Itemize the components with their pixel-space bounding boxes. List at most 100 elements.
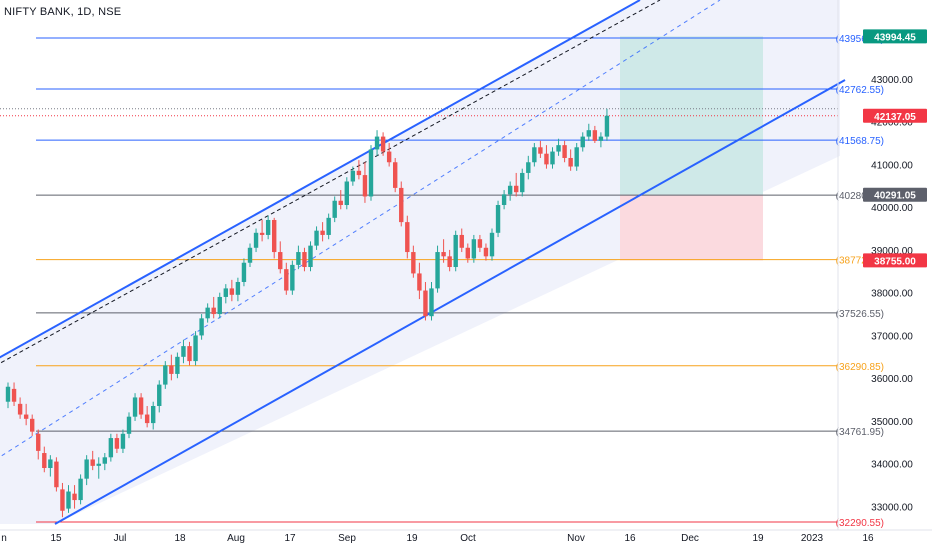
candle-body-57: [350, 170, 356, 182]
candle-body-81: [495, 205, 501, 233]
x-tick-3: 18: [174, 533, 186, 544]
candle-body-69: [423, 290, 428, 317]
candle-body-25: [157, 384, 162, 406]
candle-body-78: [477, 239, 483, 248]
candle-body-67: [411, 252, 416, 274]
candle-body-46: [284, 269, 289, 291]
candle-body-60: [368, 149, 374, 197]
level-label-6: (36290.85): [836, 362, 884, 373]
level-label-7: (34761.95): [836, 427, 884, 438]
x-tick-7: 19: [406, 533, 418, 544]
candle-body-91: [556, 145, 561, 152]
candle-body-75: [459, 234, 464, 248]
candle-body-72: [441, 252, 446, 257]
candle-body-96: [586, 130, 591, 137]
channel-mid-line: [0, 0, 721, 458]
x-tick-11: Dec: [681, 533, 699, 544]
candle-body-27: [169, 365, 174, 374]
candle-body-95: [580, 136, 585, 148]
candle-body-10: [66, 491, 71, 509]
candle-body-43: [265, 219, 271, 235]
candle-body-34: [211, 307, 216, 315]
candle-body-6: [42, 453, 47, 468]
candle-body-13: [84, 459, 89, 479]
candle-body-12: [78, 478, 83, 501]
candle-body-7: [48, 459, 53, 468]
candle-body-92: [562, 145, 567, 158]
candle-body-49: [302, 252, 307, 268]
candle-body-73: [447, 256, 452, 268]
candle-body-17: [108, 438, 114, 458]
candle-body-97: [592, 130, 598, 141]
candle-body-19: [120, 433, 126, 449]
candle-body-58: [356, 170, 362, 176]
y-tick-2: 41000.00: [871, 160, 913, 171]
channel-upper-line: [0, 0, 641, 359]
level-label-3: (40280.70): [836, 191, 884, 202]
candle-body-38: [235, 281, 241, 295]
y-tick-5: 38000.00: [871, 289, 913, 300]
candle-body-1: [11, 388, 17, 402]
candle-body-70: [429, 288, 434, 317]
price-badge-label-1: 42137.05: [874, 112, 916, 123]
x-tick-13: 2023: [801, 533, 824, 544]
candle-body-98: [598, 136, 604, 141]
candle-body-76: [465, 247, 470, 259]
y-tick-0: 43000.00: [871, 75, 913, 86]
candle-body-71: [435, 252, 440, 289]
candle-body-64: [393, 162, 398, 188]
candle-body-40: [247, 247, 253, 263]
candle-body-2: [17, 403, 23, 415]
take-profit-zone: [620, 36, 763, 195]
candle-body-37: [229, 288, 235, 295]
candle-body-15: [96, 463, 101, 466]
level-label-4: (38772.70): [836, 256, 884, 267]
candle-body-11: [72, 493, 77, 501]
candle-body-30: [187, 346, 192, 362]
candle-body-87: [532, 147, 537, 163]
x-tick-14: 16: [862, 533, 874, 544]
candle-body-99: [604, 115, 610, 137]
candle-body-36: [223, 288, 228, 297]
trend-dashed-line: [0, 0, 661, 364]
candle-body-0: [5, 386, 11, 402]
candle-body-65: [399, 187, 404, 223]
candle-body-90: [550, 151, 555, 165]
candle-body-33: [205, 307, 210, 319]
x-tick-1: 15: [50, 533, 62, 544]
candle-body-21: [132, 397, 138, 417]
candle-body-53: [326, 217, 331, 235]
x-tick-2: Jul: [114, 533, 127, 544]
candle-body-56: [344, 181, 349, 206]
x-tick-8: Oct: [460, 533, 476, 544]
candle-body-68: [417, 273, 422, 291]
candle-body-28: [175, 356, 180, 374]
candle-body-35: [217, 296, 222, 315]
candle-body-86: [526, 162, 531, 173]
candle-body-54: [332, 200, 337, 218]
y-tick-8: 35000.00: [871, 417, 913, 428]
candle-body-63: [386, 151, 392, 163]
price-badge-label-2: 40291.05: [874, 191, 916, 202]
candle-body-82: [501, 194, 507, 206]
candle-body-8: [54, 461, 59, 488]
candle-body-85: [520, 172, 525, 193]
candle-body-9: [60, 489, 65, 511]
y-tick-6: 37000.00: [871, 331, 913, 342]
x-tick-5: 17: [284, 533, 296, 544]
y-tick-1: 42000.00: [871, 118, 913, 129]
candle-body-5: [36, 433, 41, 451]
channel-lower-line: [54, 79, 846, 525]
price-badge-2: [863, 187, 927, 202]
candle-body-55: [338, 200, 343, 206]
candle-body-51: [314, 230, 319, 246]
candle-body-32: [199, 318, 204, 336]
candle-body-24: [151, 405, 156, 424]
candle-body-4: [30, 418, 35, 432]
candle-body-50: [308, 245, 313, 268]
candle-body-89: [544, 153, 549, 165]
stop-loss-zone: [620, 194, 763, 261]
y-tick-9: 34000.00: [871, 460, 913, 471]
